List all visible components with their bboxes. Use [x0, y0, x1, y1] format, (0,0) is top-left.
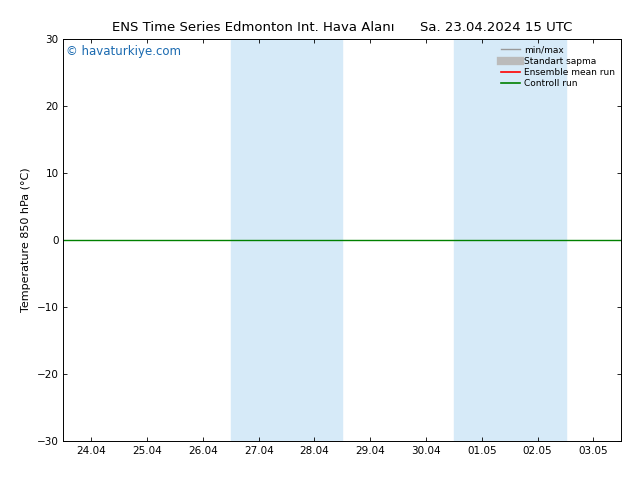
Y-axis label: Temperature 850 hPa (°C): Temperature 850 hPa (°C) — [21, 168, 31, 313]
Legend: min/max, Standart sapma, Ensemble mean run, Controll run: min/max, Standart sapma, Ensemble mean r… — [499, 44, 617, 90]
Text: © havaturkiye.com: © havaturkiye.com — [66, 45, 181, 58]
Bar — [231, 39, 342, 441]
Bar — [454, 39, 566, 441]
Title: ENS Time Series Edmonton Int. Hava Alanı      Sa. 23.04.2024 15 UTC: ENS Time Series Edmonton Int. Hava Alanı… — [112, 21, 573, 34]
